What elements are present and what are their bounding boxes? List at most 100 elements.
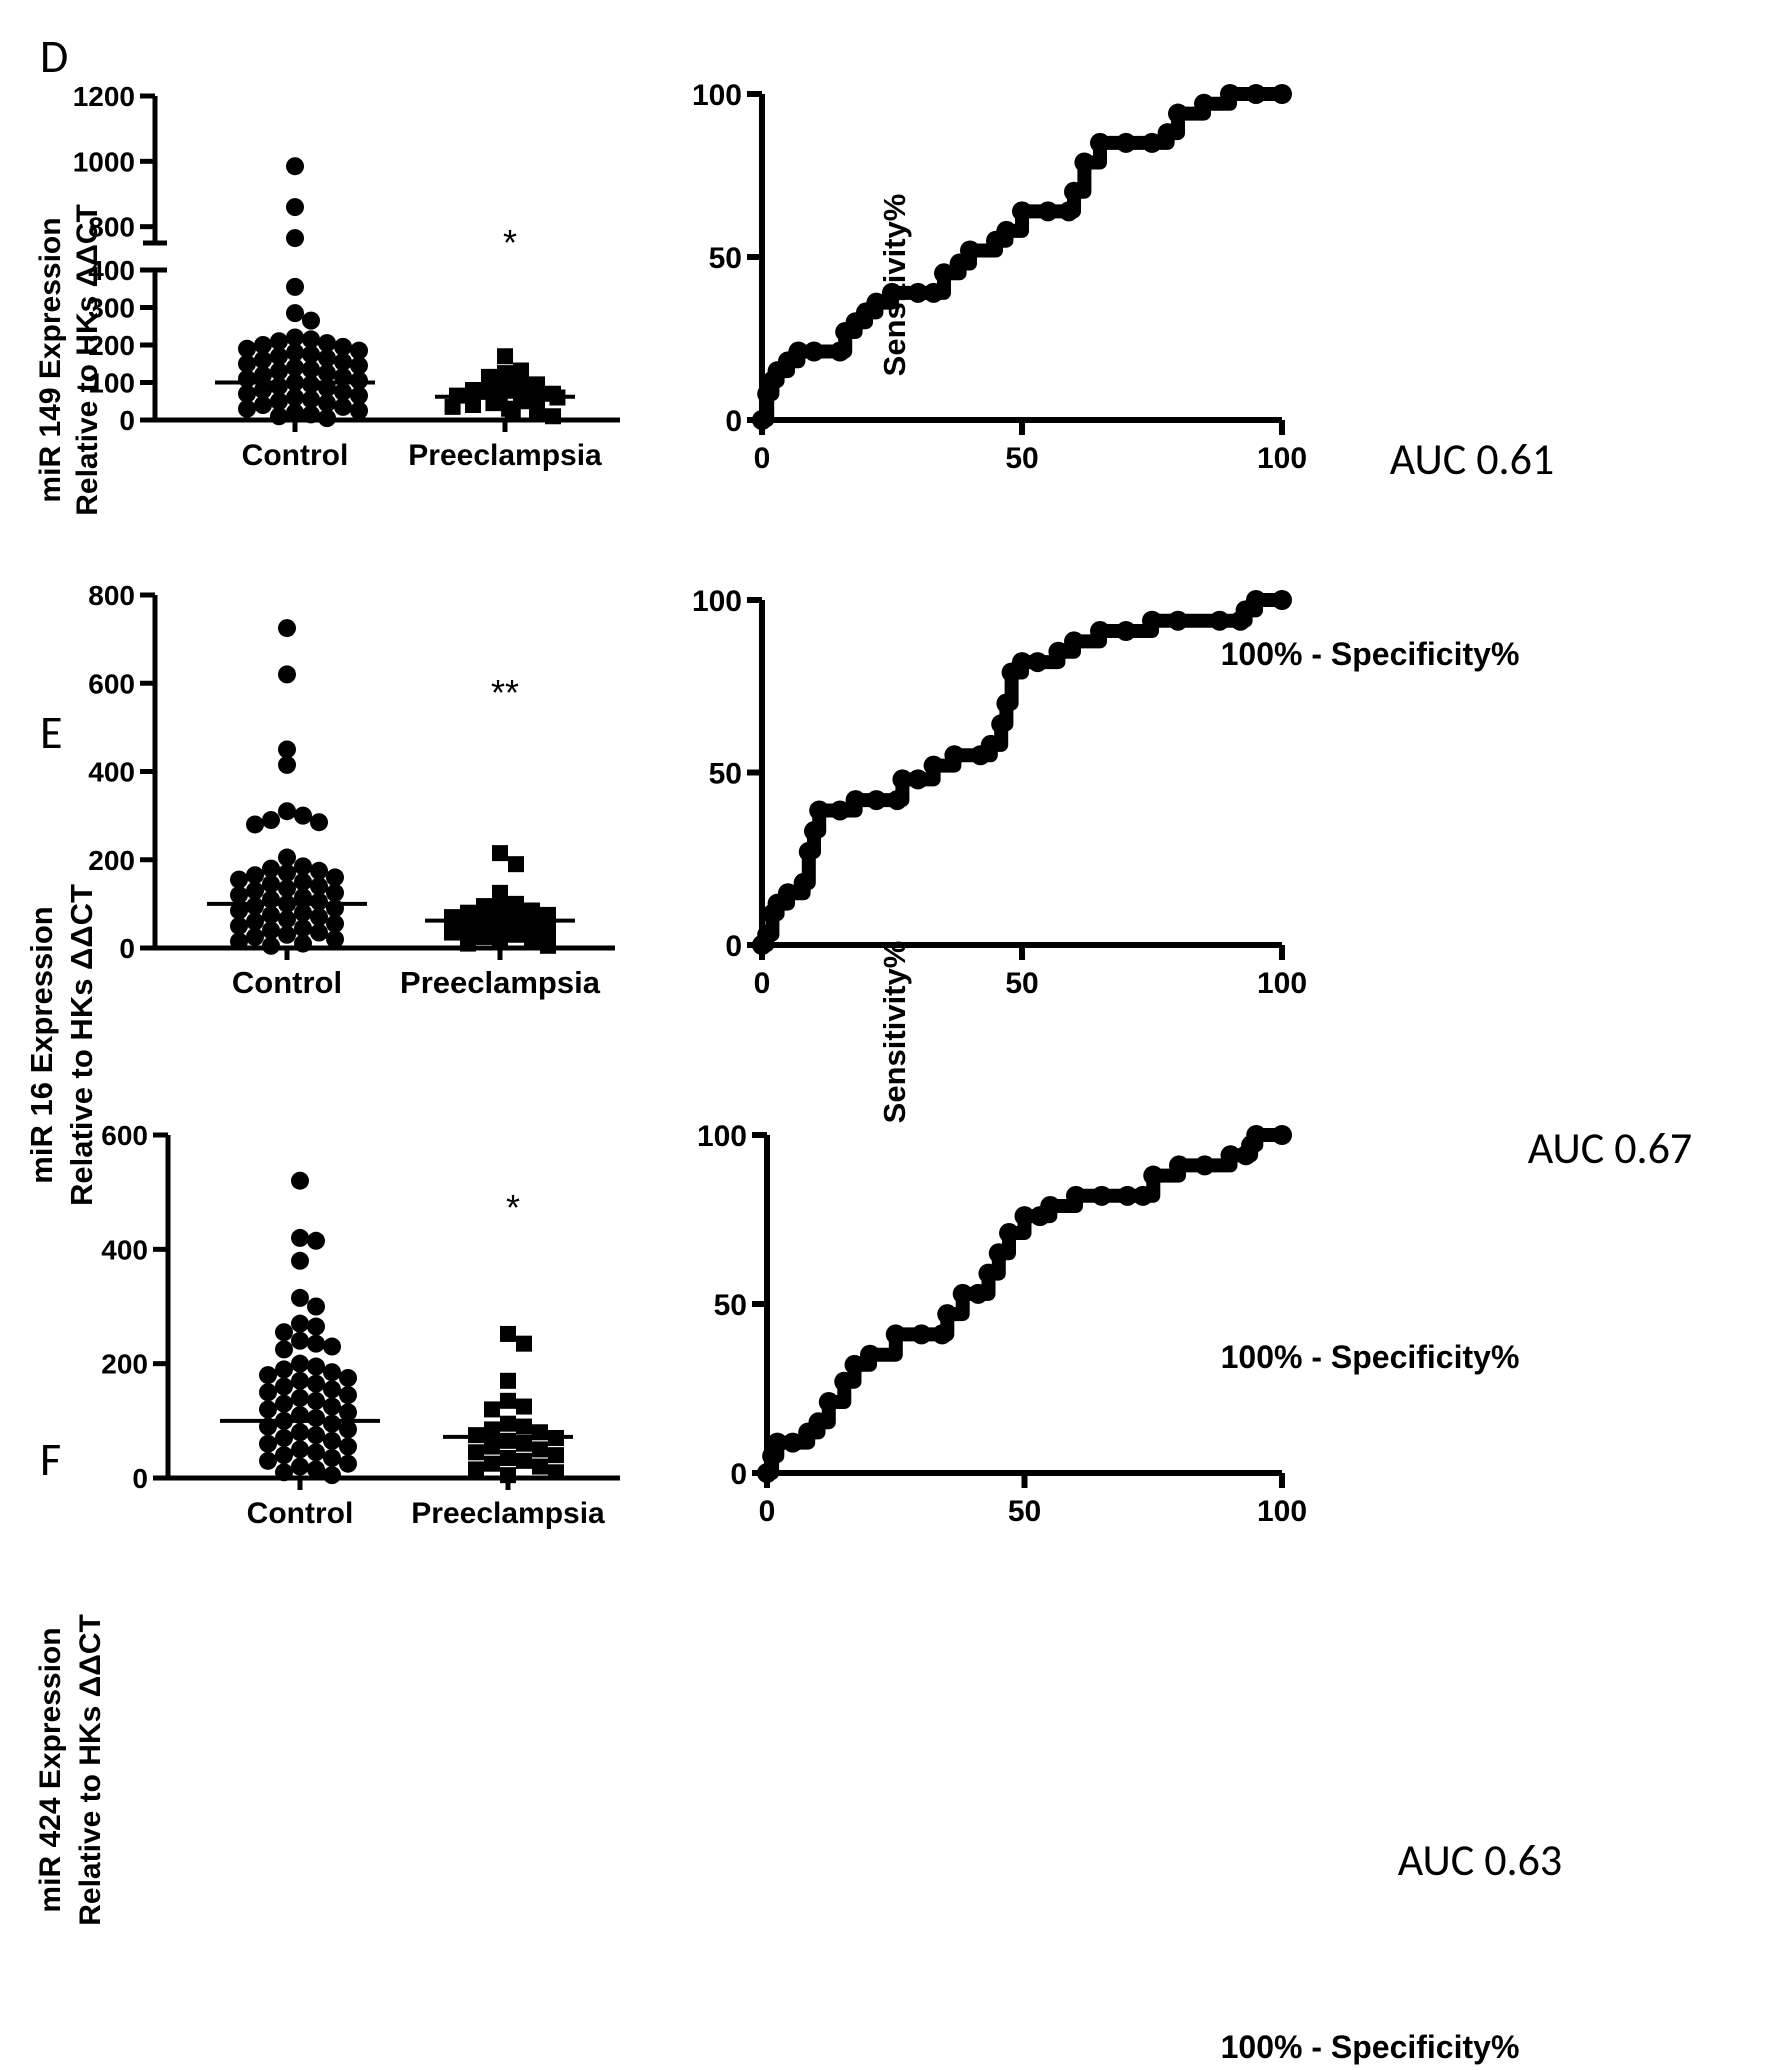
roc-point — [799, 842, 819, 862]
roc-point — [944, 745, 964, 765]
y-tick-label-4: 800 — [88, 580, 135, 611]
y-axis-label-line2: Relative to HKs ΔΔCT — [74, 1614, 107, 1926]
data-point-control — [307, 1232, 325, 1250]
x-category-preeclampsia: Preeclampsia — [408, 439, 602, 472]
y-tick-label-0: 0 — [119, 405, 135, 436]
data-point-preeclampsia — [460, 936, 476, 952]
data-point-control — [278, 619, 296, 637]
data-points — [220, 1172, 573, 1484]
panel-e-roc: Sensitivity% 100% - Specificity% AUC 0.6… — [692, 585, 1692, 1375]
data-point-preeclampsia — [492, 931, 508, 947]
data-point-control — [307, 1335, 325, 1353]
data-point-control — [246, 897, 264, 915]
data-point-control — [270, 407, 288, 425]
y-tick-label-6: 1000 — [73, 146, 135, 177]
roc-point — [757, 1463, 777, 1483]
data-point-control — [275, 1395, 293, 1413]
y-tick-label-2: 100 — [697, 1120, 747, 1153]
roc-step-line — [762, 600, 1282, 945]
y-tick-label-4: 400 — [88, 255, 135, 286]
roc-point — [886, 1324, 906, 1344]
data-point-preeclampsia — [548, 1464, 564, 1480]
roc-point — [978, 1264, 998, 1284]
data-point-preeclampsia — [484, 1456, 500, 1472]
roc-point — [1246, 1125, 1266, 1145]
data-point-preeclampsia — [516, 1453, 532, 1469]
roc-point — [804, 342, 824, 362]
roc-point — [1272, 590, 1292, 610]
data-points — [215, 157, 575, 427]
data-point-control — [254, 396, 272, 414]
data-point-control — [286, 404, 304, 422]
roc-point — [1066, 1186, 1086, 1206]
data-point-control — [326, 868, 344, 886]
roc-point — [996, 694, 1016, 714]
data-point-control — [326, 884, 344, 902]
data-point-control — [259, 1435, 277, 1453]
y-tick-label-1: 200 — [88, 845, 135, 876]
y-axis-label-line1: miR 16 Expression — [24, 906, 59, 1183]
data-point-control — [278, 802, 296, 820]
significance-marker: ** — [491, 672, 519, 713]
significance-marker: * — [503, 222, 517, 263]
data-point-control — [278, 926, 296, 944]
data-point-control — [286, 157, 304, 175]
panel-f-roc: 100% - Specificity% AUC 0.63 00 50 50 100 10… — [697, 1120, 1562, 2065]
data-point-preeclampsia — [444, 925, 460, 941]
roc-point — [996, 221, 1016, 241]
y-tick-label-2: 100 — [692, 79, 742, 112]
x-tick-label-2: 100 — [1257, 442, 1307, 475]
roc-point — [1246, 590, 1266, 610]
roc-point — [809, 1412, 829, 1432]
roc-point — [937, 1304, 957, 1324]
data-point-control — [259, 1383, 277, 1401]
roc-point — [960, 240, 980, 260]
data-point-preeclampsia — [513, 378, 529, 394]
data-point-control — [291, 1315, 309, 1333]
roc-point — [866, 790, 886, 810]
data-point-preeclampsia — [481, 369, 497, 385]
data-point-control — [339, 1369, 357, 1387]
y-tick-label-0: 0 — [730, 1458, 747, 1491]
x-axis-label: 100% - Specificity% — [1221, 1339, 1520, 1375]
panel-d-scatter: D miR 149 Expression Relative to HKs ΔΔC… — [34, 29, 620, 516]
auc-annotation: AUC 0.63 — [1398, 1833, 1562, 1887]
roc-point — [1090, 621, 1110, 641]
x-tick-label-2: 100 — [1257, 967, 1307, 1000]
data-point-control — [262, 937, 280, 955]
roc-point — [1168, 611, 1188, 631]
auc-annotation: AUC 0.67 — [1528, 1121, 1692, 1175]
data-point-control — [294, 904, 312, 922]
data-point-control — [323, 1415, 341, 1433]
data-point-control — [275, 1429, 293, 1447]
data-point-preeclampsia — [524, 933, 540, 949]
x-category-control: Control — [242, 439, 349, 472]
data-point-control — [230, 917, 248, 935]
data-points — [207, 619, 575, 955]
data-point-control — [230, 886, 248, 904]
auc-annotation: AUC 0.61 — [1390, 432, 1554, 486]
data-point-control — [278, 740, 296, 758]
roc-point — [924, 756, 944, 776]
roc-point — [924, 283, 944, 303]
data-point-preeclampsia — [516, 1419, 532, 1435]
data-point-control — [246, 928, 264, 946]
data-point-preeclampsia — [497, 365, 513, 381]
data-point-preeclampsia — [524, 902, 540, 918]
roc-point — [1040, 1196, 1060, 1216]
y-axis-label-line1: miR 149 Expression — [34, 217, 67, 502]
roc-point — [809, 800, 829, 820]
data-point-preeclampsia — [500, 1326, 516, 1342]
data-point-control — [310, 924, 328, 942]
figure-canvas: D miR 149 Expression Relative to HKs ΔΔC… — [0, 0, 1773, 2070]
data-point-preeclampsia — [508, 896, 524, 912]
data-point-preeclampsia — [516, 1399, 532, 1415]
data-point-control — [307, 1298, 325, 1316]
data-point-control — [294, 873, 312, 891]
data-point-preeclampsia — [497, 348, 513, 364]
data-point-preeclampsia — [508, 856, 524, 872]
data-point-control — [275, 1463, 293, 1481]
y-tick-label-1: 100 — [88, 368, 135, 399]
data-point-preeclampsia — [540, 922, 556, 938]
y-tick-label-5: 800 — [88, 212, 135, 243]
